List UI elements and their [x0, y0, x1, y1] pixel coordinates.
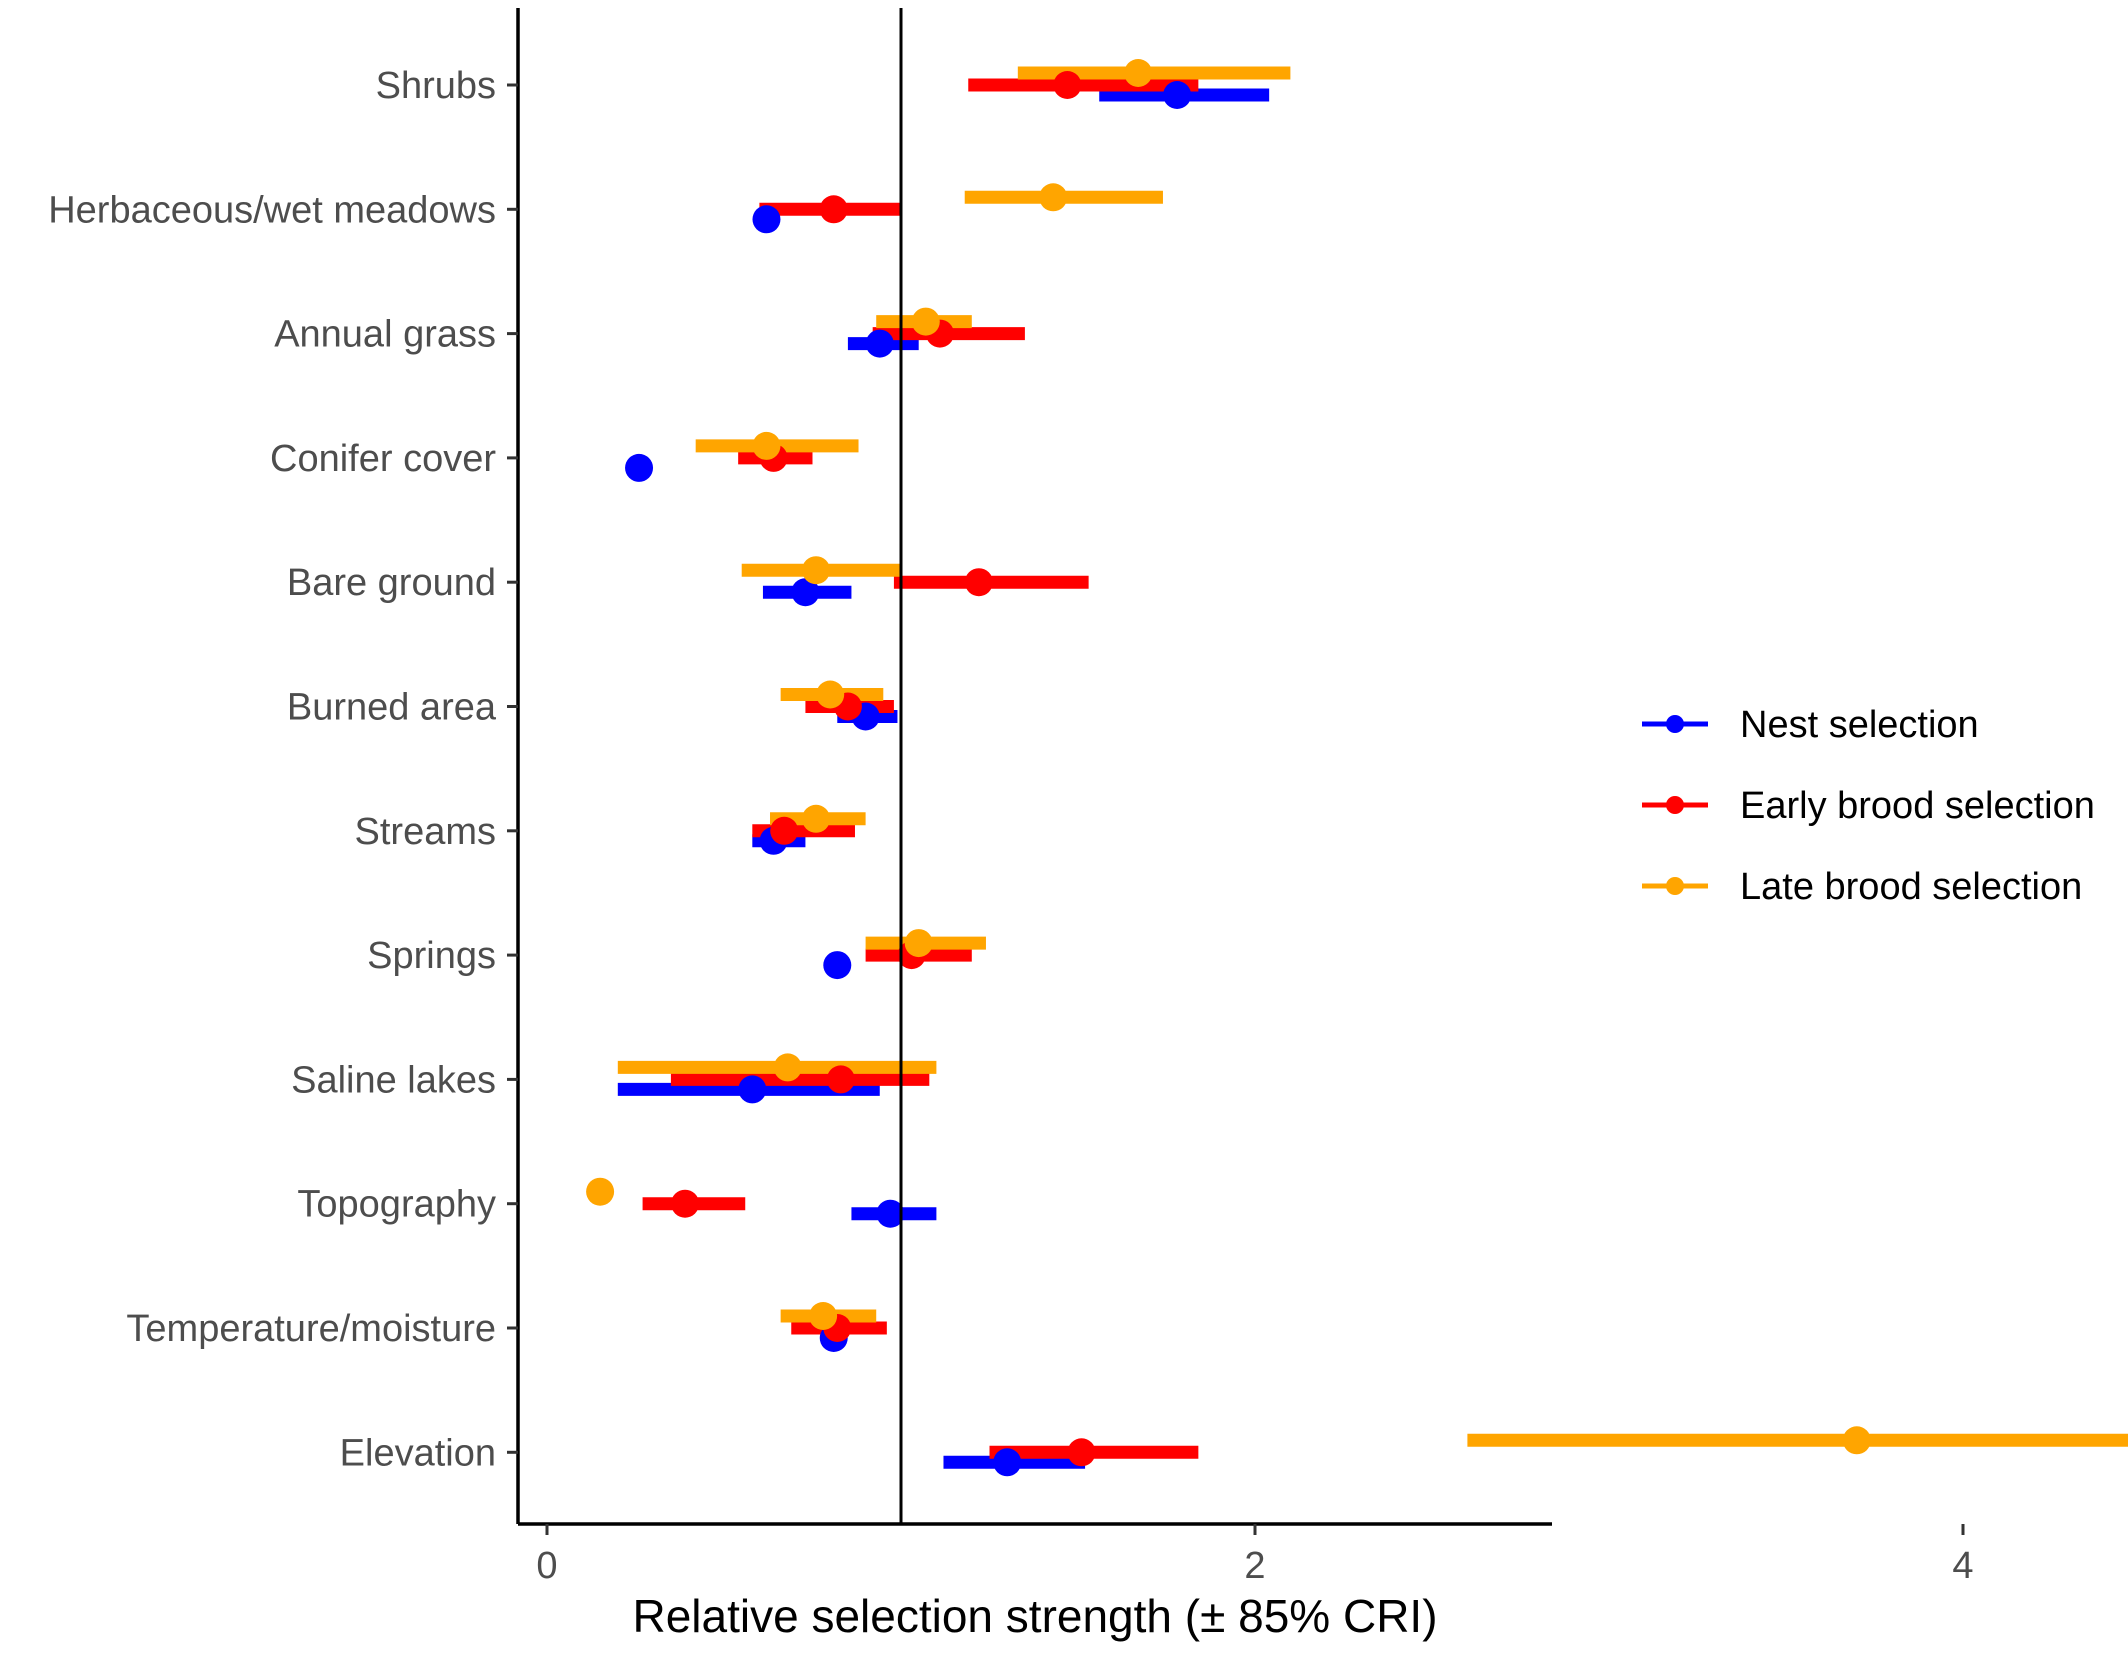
x-tick-label: 4 — [1952, 1545, 1973, 1587]
data-point — [802, 556, 831, 585]
data-point — [819, 195, 848, 224]
legend-label: Late brood selection — [1740, 866, 2082, 908]
data-point — [770, 816, 799, 845]
y-tick-label: Saline lakes — [291, 1059, 496, 1101]
data-point — [802, 804, 831, 833]
data-point — [738, 1075, 767, 1104]
y-tick-label: Streams — [355, 811, 496, 853]
data-point — [671, 1189, 700, 1218]
data-point — [1053, 71, 1082, 99]
legend-key-point — [1666, 715, 1684, 733]
y-tick-label: Temperature/moisture — [126, 1308, 496, 1350]
y-tick-label: Topography — [297, 1184, 496, 1226]
legend-label: Early brood selection — [1740, 785, 2095, 827]
data-point — [1842, 1426, 1871, 1455]
y-tick-label: Elevation — [340, 1432, 496, 1474]
y-tick-label: Springs — [367, 935, 496, 977]
data-point — [911, 307, 940, 336]
x-tick-layer: 0 2 4 — [536, 1524, 1974, 1587]
x-axis-title: Relative selection strength (± 85% CRI) — [632, 1590, 1437, 1642]
y-tick-label: Herbaceous/wet meadows — [48, 189, 496, 231]
legend-key-point — [1666, 796, 1684, 814]
errorbar-layer — [617, 66, 2128, 1469]
data-point — [904, 929, 933, 958]
data-point — [826, 1065, 855, 1094]
legend: Nest selection Early brood selection Late … — [1642, 704, 2095, 908]
legend-key-point — [1666, 877, 1684, 895]
y-tick-label: Burned area — [287, 687, 497, 729]
data-point — [752, 431, 781, 460]
data-point — [823, 951, 852, 980]
data-point — [1067, 1438, 1096, 1467]
x-tick-label: 0 — [536, 1545, 557, 1587]
data-point — [816, 680, 845, 709]
y-tick-label: Annual grass — [274, 314, 496, 356]
y-tick-layer: Shrubs Herbaceous/wet meadows Annual grass… — [48, 65, 518, 1474]
axes-layer — [516, 8, 1552, 1526]
data-point — [1163, 81, 1192, 109]
data-point — [586, 1177, 615, 1206]
data-point — [993, 1448, 1022, 1477]
data-point — [625, 453, 654, 482]
data-point — [865, 329, 894, 358]
point-layer — [586, 59, 1871, 1477]
y-tick-label: Bare ground — [287, 562, 496, 604]
data-point — [1039, 183, 1068, 212]
data-point — [876, 1199, 905, 1228]
data-point — [964, 568, 993, 597]
data-point — [1124, 59, 1153, 87]
data-point — [773, 1053, 802, 1082]
x-tick-label: 2 — [1244, 1545, 1265, 1587]
data-point — [752, 205, 781, 234]
data-point — [791, 578, 820, 607]
legend-label: Nest selection — [1740, 704, 1979, 746]
data-point — [809, 1302, 838, 1330]
y-tick-label: Conifer cover — [270, 438, 496, 480]
y-tick-label: Shrubs — [376, 65, 496, 107]
